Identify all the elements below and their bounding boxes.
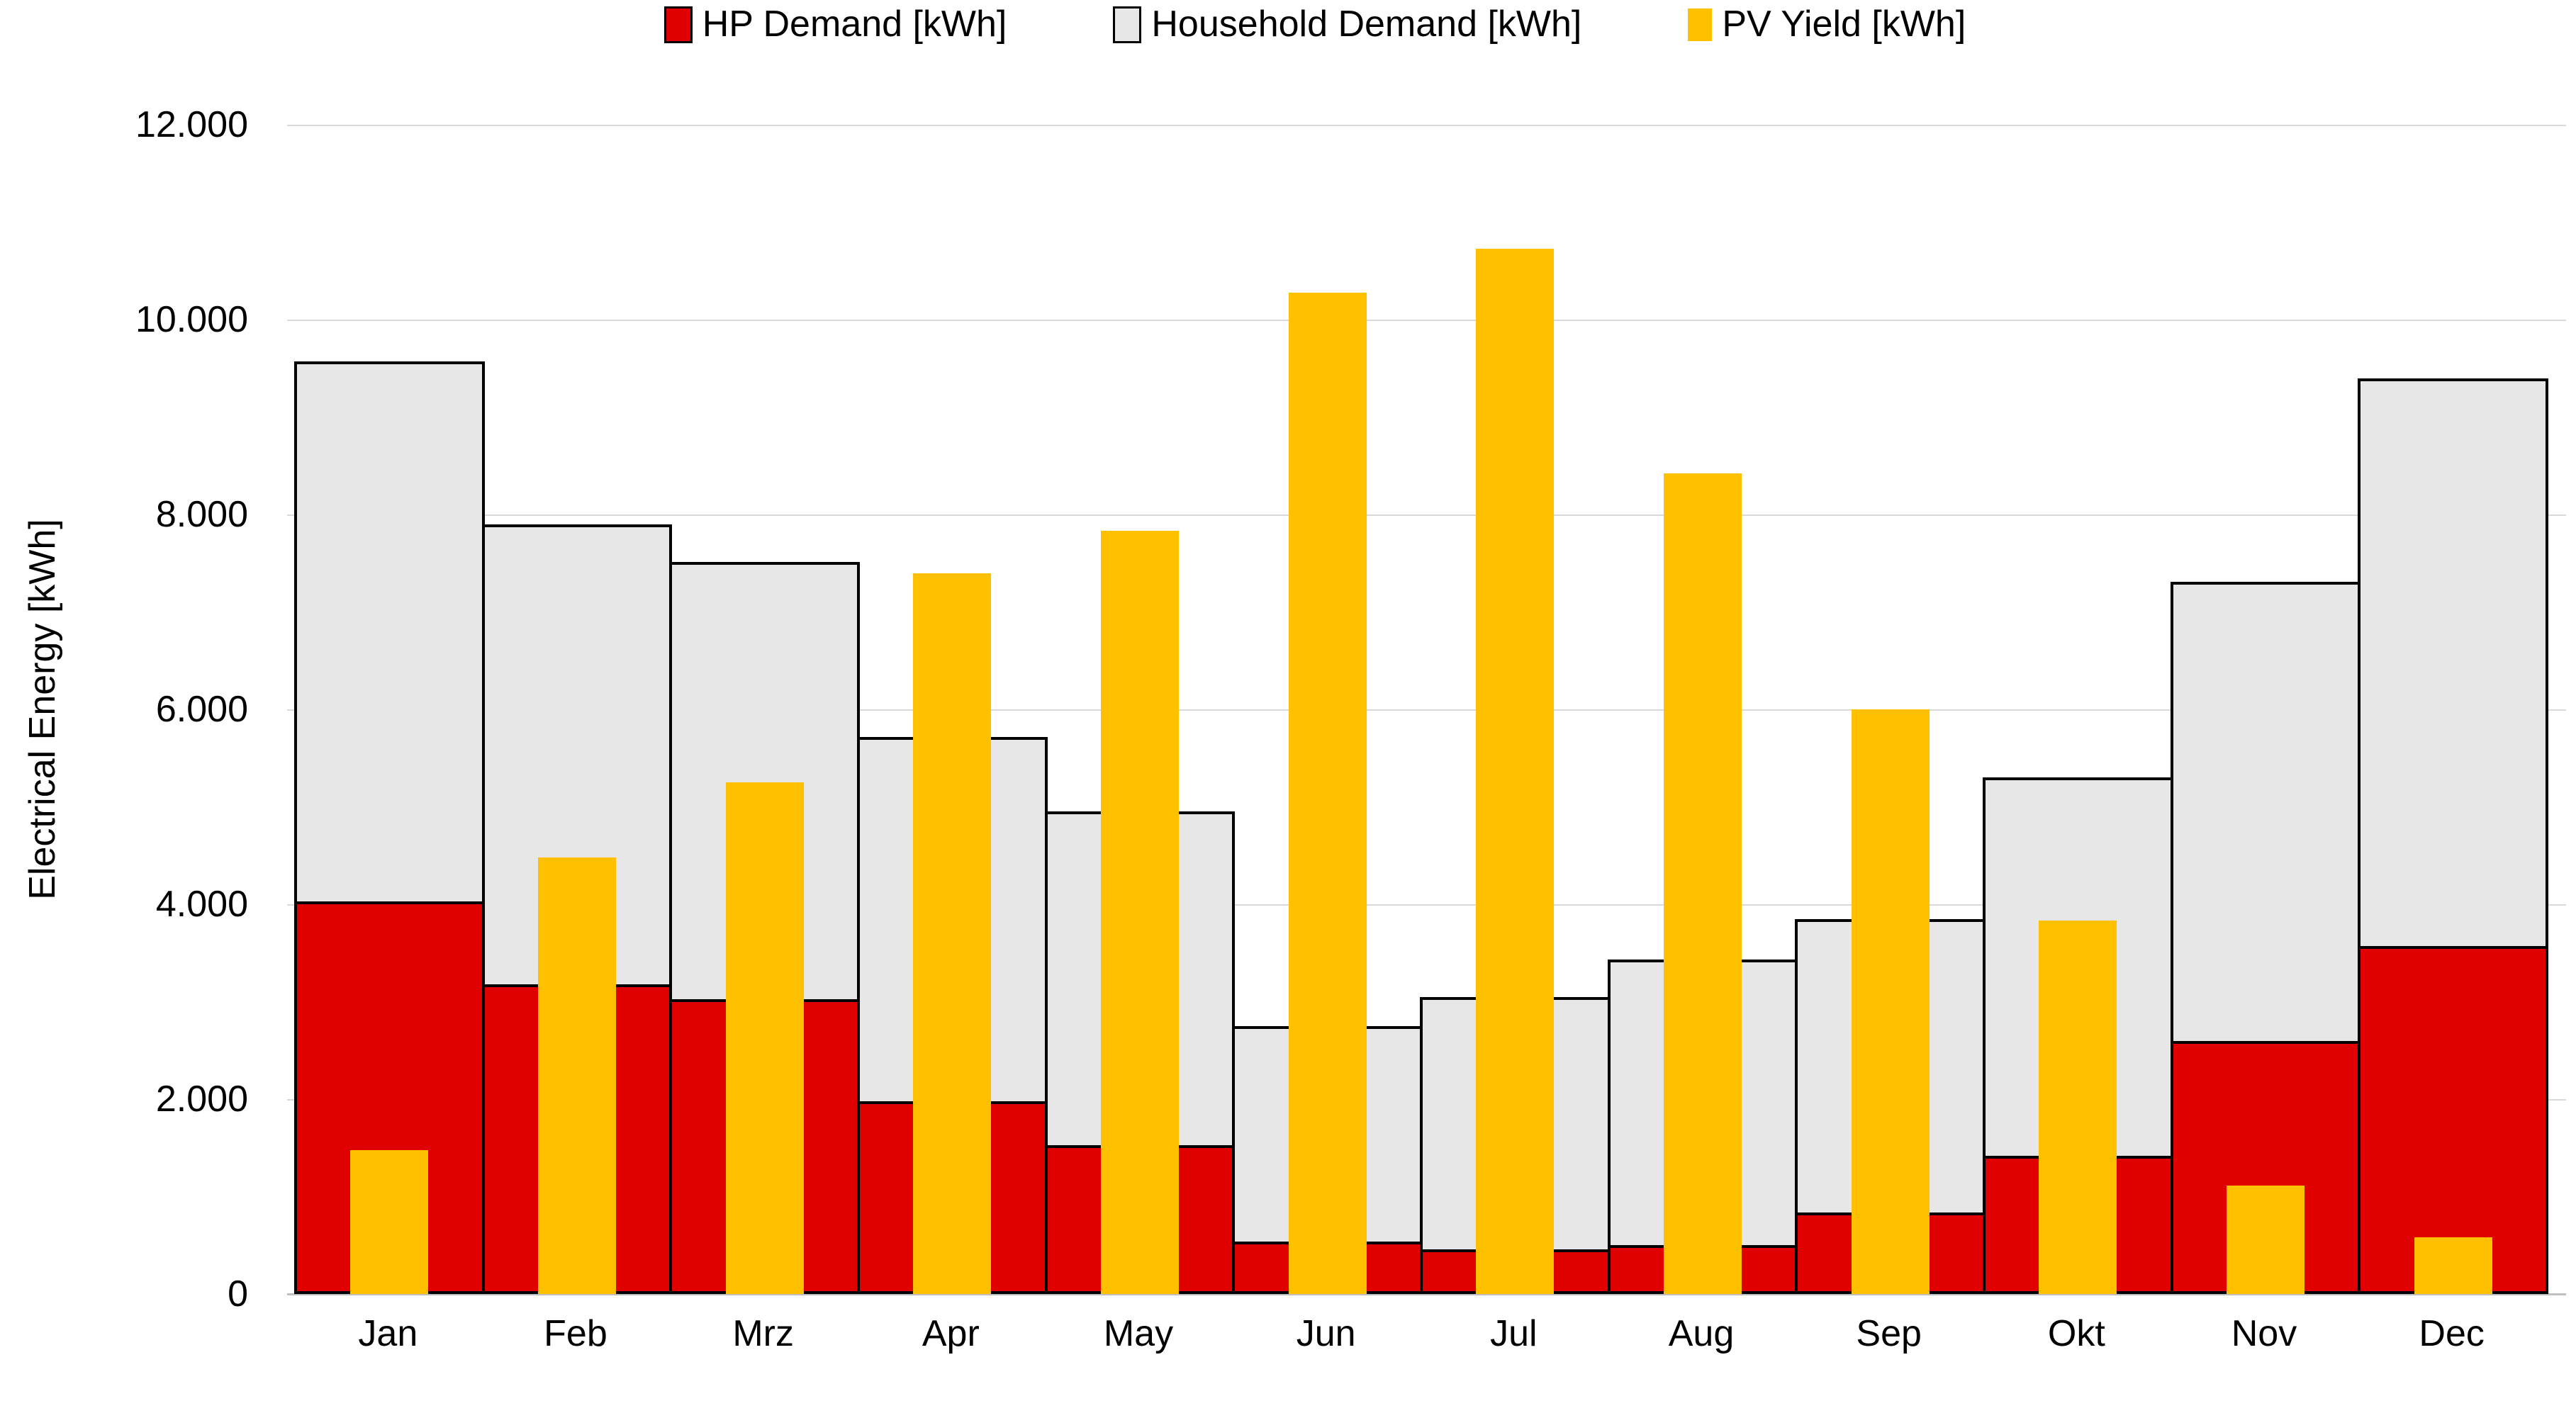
pv-yield-bar-feb xyxy=(538,857,616,1294)
pv-yield-bar-sep xyxy=(1851,709,1930,1294)
y-tick-label: 4.000 xyxy=(155,884,248,925)
gridline xyxy=(287,514,2566,516)
x-axis-line xyxy=(287,1293,2566,1295)
x-tick-label-jun: Jun xyxy=(1296,1313,1356,1354)
y-tick-label: 8.000 xyxy=(155,494,248,535)
x-tick-label-feb: Feb xyxy=(544,1313,607,1354)
hp-demand-segment xyxy=(2361,946,2546,1291)
y-tick-label: 10.000 xyxy=(135,299,248,340)
legend-label: PV Yield [kWh] xyxy=(1722,4,1966,45)
chart-legend: HP Demand [kWh] Household Demand [kWh] PV … xyxy=(287,4,2343,45)
x-tick-label-mrz: Mrz xyxy=(732,1313,794,1354)
pv-yield-bar-aug xyxy=(1664,473,1742,1294)
legend-item-3: PV Yield [kWh] xyxy=(1688,4,1966,45)
x-tick-label-dec: Dec xyxy=(2419,1313,2485,1354)
legend-swatch-icon xyxy=(1113,6,1142,43)
gridline xyxy=(287,904,2566,906)
x-tick-label-sep: Sep xyxy=(1856,1313,1922,1354)
y-tick-label: 0 xyxy=(228,1273,248,1315)
x-tick-label-apr: Apr xyxy=(922,1313,980,1354)
pv-yield-bar-apr xyxy=(913,573,992,1294)
legend-swatch-icon xyxy=(663,6,693,43)
pv-yield-bar-okt xyxy=(2039,921,2117,1294)
pv-yield-bar-jan xyxy=(350,1149,429,1294)
x-tick-label-may: May xyxy=(1103,1313,1174,1354)
y-tick-label: 2.000 xyxy=(155,1079,248,1120)
x-tick-label-aug: Aug xyxy=(1668,1313,1735,1354)
legend-label: Household Demand [kWh] xyxy=(1151,4,1582,45)
x-tick-label-nov: Nov xyxy=(2231,1313,2297,1354)
legend-label: HP Demand [kWh] xyxy=(702,4,1007,45)
gridline xyxy=(287,320,2566,321)
x-tick-label-jan: Jan xyxy=(358,1313,418,1354)
gridline xyxy=(287,709,2566,711)
y-tick-label: 12.000 xyxy=(135,104,248,145)
stacked-bar-nov xyxy=(2170,581,2361,1294)
pv-yield-bar-may xyxy=(1101,531,1179,1294)
gridline xyxy=(287,125,2566,126)
pv-yield-bar-jul xyxy=(1476,248,1555,1294)
legend-item-2: Household Demand [kWh] xyxy=(1113,4,1581,45)
y-tick-label: 6.000 xyxy=(155,689,248,730)
x-tick-label-okt: Okt xyxy=(2047,1313,2105,1354)
legend-swatch-icon xyxy=(1688,8,1713,41)
stacked-bar-dec xyxy=(2358,378,2548,1294)
pv-yield-bar-dec xyxy=(2414,1237,2492,1294)
plot-area xyxy=(287,125,2566,1295)
pv-yield-bar-mrz xyxy=(725,782,804,1294)
x-tick-label-jul: Jul xyxy=(1490,1313,1538,1354)
pv-yield-bar-nov xyxy=(2227,1186,2305,1294)
stacked-bar-jan xyxy=(294,361,485,1294)
legend-item-1: HP Demand [kWh] xyxy=(663,4,1007,45)
pv-yield-bar-jun xyxy=(1288,292,1367,1294)
